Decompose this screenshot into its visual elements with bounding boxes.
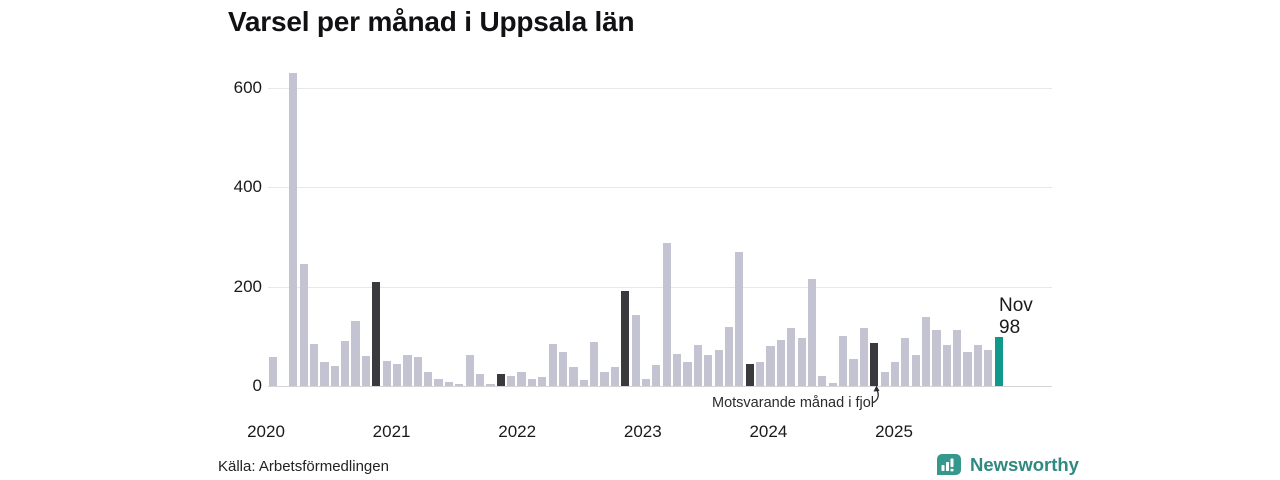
bar (309, 343, 319, 386)
bar (714, 350, 723, 386)
bar (413, 357, 422, 386)
x-axis-tick-label: 2024 (749, 422, 788, 441)
bar-november (621, 291, 630, 386)
bar (662, 243, 671, 386)
bar (942, 344, 951, 386)
bar (683, 362, 692, 386)
bar (818, 376, 827, 386)
bar (921, 317, 931, 386)
bar (548, 343, 557, 386)
bar (932, 330, 941, 386)
bar-november (372, 281, 381, 386)
bar (320, 362, 329, 386)
x-axis-line (268, 386, 1052, 387)
bar (424, 372, 433, 386)
latest-value-label: Nov 98 (999, 295, 1033, 339)
source-label: Källa: Arbetsförmedlingen (218, 458, 389, 475)
bar (455, 383, 464, 386)
chart-title: Varsel per månad i Uppsala län (228, 6, 635, 37)
bar (538, 377, 547, 386)
bar (735, 251, 744, 386)
x-axis-tick-label: 2020 (247, 422, 285, 441)
bar (392, 363, 402, 386)
bar (693, 345, 702, 386)
bar (341, 341, 350, 386)
bar (558, 352, 568, 386)
bar (361, 356, 371, 386)
bar (890, 362, 900, 386)
bar (351, 321, 360, 386)
gridline (268, 87, 1052, 89)
bar (590, 342, 599, 386)
bar (880, 372, 889, 386)
bar (527, 378, 536, 386)
bar (330, 366, 339, 386)
x-axis-tick-label: 2022 (498, 422, 537, 441)
bar (289, 72, 298, 386)
bar (569, 367, 578, 386)
bar (507, 376, 516, 386)
bar (299, 264, 308, 386)
bar (268, 357, 277, 386)
bar (465, 355, 474, 386)
bar (953, 330, 962, 386)
bar (475, 373, 485, 386)
bar (724, 327, 734, 386)
bar (828, 383, 837, 386)
bar (652, 364, 661, 386)
bar (403, 355, 412, 386)
bar (434, 378, 443, 386)
bar (641, 378, 651, 386)
bar (849, 359, 858, 386)
annotation-arrow-icon (871, 385, 880, 404)
bar (859, 327, 868, 386)
bar-november (870, 342, 879, 386)
bar-november (496, 374, 505, 386)
bar (610, 367, 619, 386)
bar (382, 361, 391, 386)
gridline (268, 286, 1052, 288)
bar (911, 355, 920, 386)
x-axis-tick-label: 2025 (875, 422, 913, 441)
bar (579, 380, 588, 386)
latest-value-number: 98 (999, 317, 1021, 338)
x-axis-tick-label: 2023 (623, 422, 662, 441)
y-axis-tick-label: 0 (252, 376, 262, 395)
bar (787, 327, 796, 386)
y-axis-tick-label: 200 (233, 276, 262, 296)
bar (756, 362, 765, 386)
bar (486, 383, 495, 386)
bar (704, 354, 713, 386)
newsworthy-logo-icon (937, 454, 961, 475)
bar (600, 372, 609, 386)
bar (444, 382, 454, 386)
bar (839, 336, 848, 386)
brand-name: Newsworthy (970, 454, 1079, 475)
gridline (268, 187, 1052, 188)
bar (984, 350, 993, 386)
bar (673, 353, 682, 386)
bar (807, 279, 817, 386)
y-axis-tick-label: 600 (233, 77, 262, 97)
bar (901, 337, 910, 386)
bar (797, 338, 806, 386)
brand-logo: Newsworthy (936, 453, 1079, 477)
bar (517, 372, 526, 386)
bar (776, 339, 785, 386)
bar (631, 315, 640, 386)
latest-value-month: Nov (999, 295, 1033, 316)
bar-november (745, 363, 754, 386)
bar-latest (994, 337, 1003, 386)
bar (963, 352, 972, 386)
annotation-label: Motsvarande månad i fjol (712, 395, 874, 411)
bar (766, 346, 775, 386)
bar (973, 344, 983, 386)
x-axis-tick-label: 2021 (372, 422, 411, 441)
y-axis-tick-label: 400 (233, 177, 262, 196)
